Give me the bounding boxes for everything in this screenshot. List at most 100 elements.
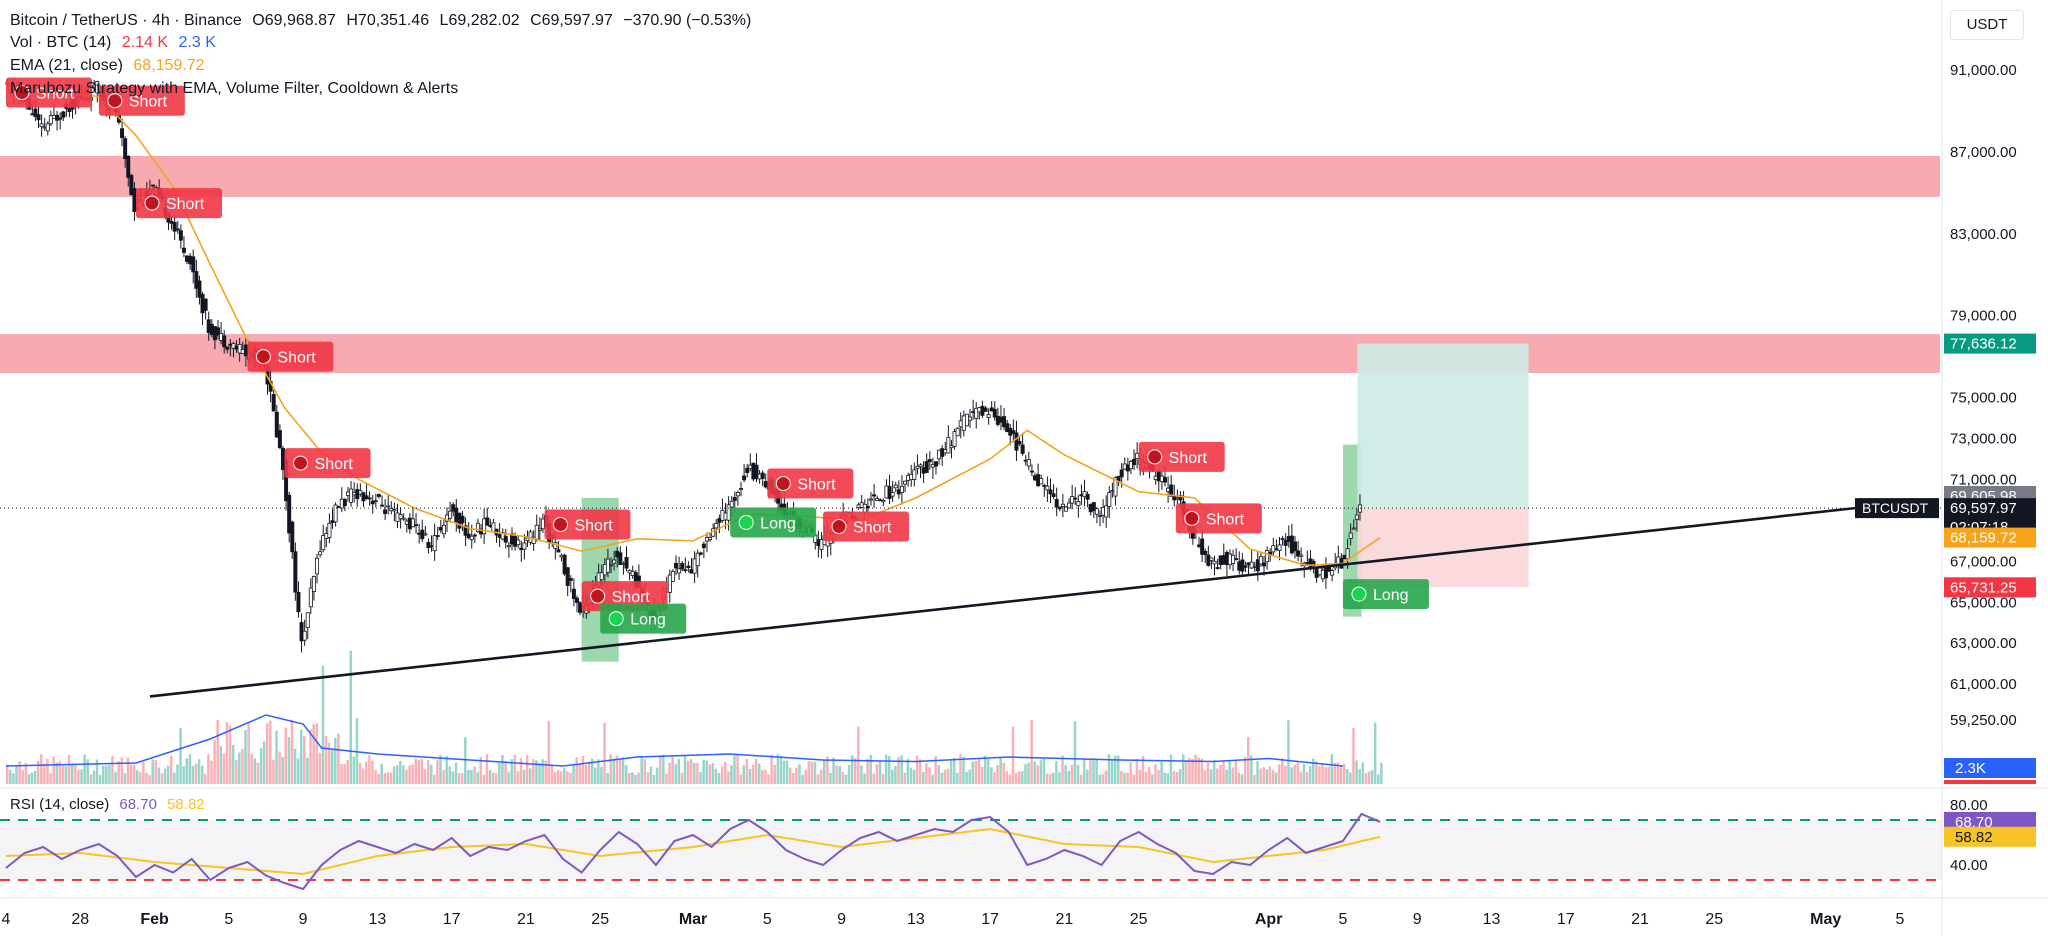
volume-bar bbox=[9, 769, 12, 784]
candle bbox=[1067, 502, 1072, 509]
volume-bar bbox=[1318, 766, 1321, 784]
volume-bar bbox=[553, 771, 557, 784]
volume-bar bbox=[875, 764, 879, 784]
volume-bar bbox=[77, 770, 80, 784]
volume-bar bbox=[943, 769, 947, 784]
volume-bar bbox=[971, 761, 975, 784]
volume-bar bbox=[83, 754, 86, 784]
long-dot-icon bbox=[1351, 586, 1367, 602]
candle bbox=[1351, 527, 1356, 530]
signal-label-box bbox=[6, 77, 92, 108]
rsi-value-tag: 68.70 bbox=[1955, 814, 1993, 831]
volume-bar bbox=[411, 764, 414, 784]
volume-bar bbox=[179, 727, 182, 784]
volume-bar bbox=[702, 760, 705, 784]
currency-button[interactable]: USDT bbox=[1950, 10, 2024, 40]
volume-bar bbox=[618, 758, 622, 784]
volume-bar bbox=[1370, 770, 1374, 784]
price-tick-label: 63,000.00 bbox=[1950, 635, 2017, 652]
long-signal: Long bbox=[600, 603, 687, 634]
volume-bar bbox=[457, 773, 461, 784]
rsi-legend[interactable]: RSI (14, close) 68.70 58.82 bbox=[10, 796, 211, 813]
candle bbox=[599, 572, 604, 581]
volume-bar bbox=[761, 770, 764, 784]
volume-bar bbox=[894, 766, 897, 784]
volume-bar bbox=[1243, 756, 1247, 784]
candle bbox=[296, 591, 301, 613]
resistance-zone bbox=[0, 155, 1940, 197]
candle bbox=[321, 535, 326, 551]
short-signal: Short bbox=[247, 341, 334, 372]
volume-bar bbox=[306, 757, 309, 784]
volume-bar bbox=[253, 758, 257, 784]
candle bbox=[1292, 541, 1297, 552]
volume-bar bbox=[173, 772, 176, 784]
volume-bar bbox=[27, 773, 31, 784]
volume-bar bbox=[1268, 766, 1272, 784]
candle bbox=[1048, 489, 1053, 495]
volume-bar bbox=[436, 760, 439, 784]
volume-bar bbox=[699, 772, 702, 784]
volume-bar bbox=[36, 760, 40, 784]
volume-bar bbox=[92, 770, 96, 784]
signal-label-box bbox=[1138, 441, 1225, 472]
time-tick-label: 9 bbox=[837, 911, 846, 928]
volume-bar bbox=[634, 774, 637, 784]
volume-bar bbox=[327, 742, 331, 784]
volume-bar bbox=[1349, 772, 1352, 784]
volume-bar bbox=[64, 766, 68, 784]
candle bbox=[364, 495, 369, 499]
volume-bar bbox=[708, 764, 712, 784]
volume-bar bbox=[256, 762, 260, 784]
candle bbox=[342, 498, 347, 506]
candle bbox=[432, 535, 437, 552]
ema-value: 68,159.72 bbox=[133, 57, 205, 74]
candle bbox=[1026, 459, 1031, 467]
volume-bar bbox=[649, 766, 653, 784]
volume-bar bbox=[727, 771, 730, 784]
price-tick-label: 59,250.00 bbox=[1950, 712, 2017, 729]
volume-bar bbox=[525, 755, 529, 784]
candle bbox=[735, 492, 740, 497]
ema-legend[interactable]: EMA (21, close) 68,159.72 bbox=[10, 57, 211, 75]
long-dot-icon bbox=[738, 514, 754, 530]
volume-bar bbox=[498, 763, 501, 784]
time-tick-label: 25 bbox=[591, 911, 609, 928]
candle bbox=[271, 393, 276, 412]
volume-bar bbox=[637, 772, 640, 784]
volume-bar bbox=[1327, 766, 1330, 784]
volume-bar bbox=[1048, 773, 1052, 784]
volume-bar bbox=[1126, 772, 1129, 784]
volume-bar bbox=[402, 765, 405, 784]
candle bbox=[609, 564, 614, 567]
short-signal: Short bbox=[135, 188, 222, 219]
volume-bar bbox=[1175, 771, 1179, 784]
candle bbox=[191, 256, 196, 273]
volume-bar bbox=[281, 756, 284, 784]
candle bbox=[293, 551, 298, 593]
volume-bar bbox=[1256, 761, 1259, 784]
volume-bar bbox=[603, 722, 606, 784]
volume-bar bbox=[813, 761, 817, 784]
volume-bar bbox=[624, 765, 628, 784]
volume-bar bbox=[838, 766, 841, 784]
signal-label: Short bbox=[1169, 450, 1208, 467]
volume-legend[interactable]: Vol · BTC (14) 2.14 K 2.3 K bbox=[10, 34, 222, 52]
candle bbox=[686, 565, 691, 569]
volume-bar bbox=[395, 765, 399, 784]
rsi-ma-tag: 58.82 bbox=[1955, 829, 1993, 846]
volume-bar bbox=[55, 762, 59, 784]
volume-bar bbox=[770, 754, 773, 784]
volume-bar bbox=[1308, 766, 1312, 784]
time-tick-label: 5 bbox=[224, 911, 233, 928]
volume-bar bbox=[21, 770, 24, 784]
symbol-title[interactable]: Bitcoin / TetherUS · 4h · Binance bbox=[10, 12, 242, 29]
volume-bar bbox=[1052, 772, 1055, 784]
strategy-legend[interactable]: Marubozu Strategy with EMA, Volume Filte… bbox=[10, 80, 464, 98]
ohlc-open: O69,968.87 bbox=[252, 12, 336, 29]
volume-bar bbox=[1163, 772, 1166, 784]
short-signal: Short bbox=[581, 581, 668, 612]
candle bbox=[401, 517, 406, 520]
